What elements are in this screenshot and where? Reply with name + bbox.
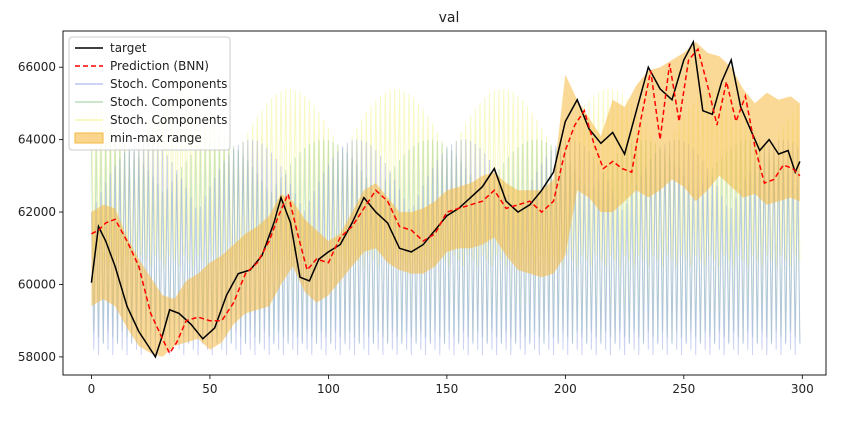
legend-stoch-3-label: Stoch. Components — [110, 113, 227, 127]
legend-minmax-label: min-max range — [110, 131, 202, 145]
x-tick-label: 0 — [88, 382, 96, 396]
plot-frame — [62, 30, 827, 376]
legend-stoch-2-label: Stoch. Components — [110, 95, 227, 109]
x-tick-label: 150 — [435, 382, 458, 396]
legend-box — [68, 36, 231, 151]
legend-stoch-1-label: Stoch. Components — [110, 77, 227, 91]
chart-title: val — [439, 10, 460, 26]
legend-minmax-swatch — [74, 132, 104, 144]
axes: 0 50 100 150 200 250 300 58000 60000 62000 64000 66… — [18, 60, 814, 396]
x-tick-label: 50 — [202, 382, 217, 396]
minmax-range-area — [91, 41, 800, 357]
x-tick-label: 250 — [672, 382, 695, 396]
legend: target Prediction (BNN) Stoch. Components S… — [68, 36, 231, 151]
plot-area — [90, 39, 801, 359]
x-tick-label: 300 — [791, 382, 814, 396]
y-tick-label: 58000 — [18, 350, 56, 364]
y-tick-label: 64000 — [18, 133, 56, 147]
legend-prediction-label: Prediction (BNN) — [110, 59, 209, 73]
prediction-line — [91, 47, 801, 355]
x-tick-label: 100 — [317, 382, 340, 396]
y-tick-label: 60000 — [18, 277, 56, 291]
y-tick-label: 66000 — [18, 60, 56, 74]
x-tick-label: 200 — [554, 382, 577, 396]
legend-target-label: target — [110, 41, 147, 55]
y-tick-label: 62000 — [18, 205, 56, 219]
